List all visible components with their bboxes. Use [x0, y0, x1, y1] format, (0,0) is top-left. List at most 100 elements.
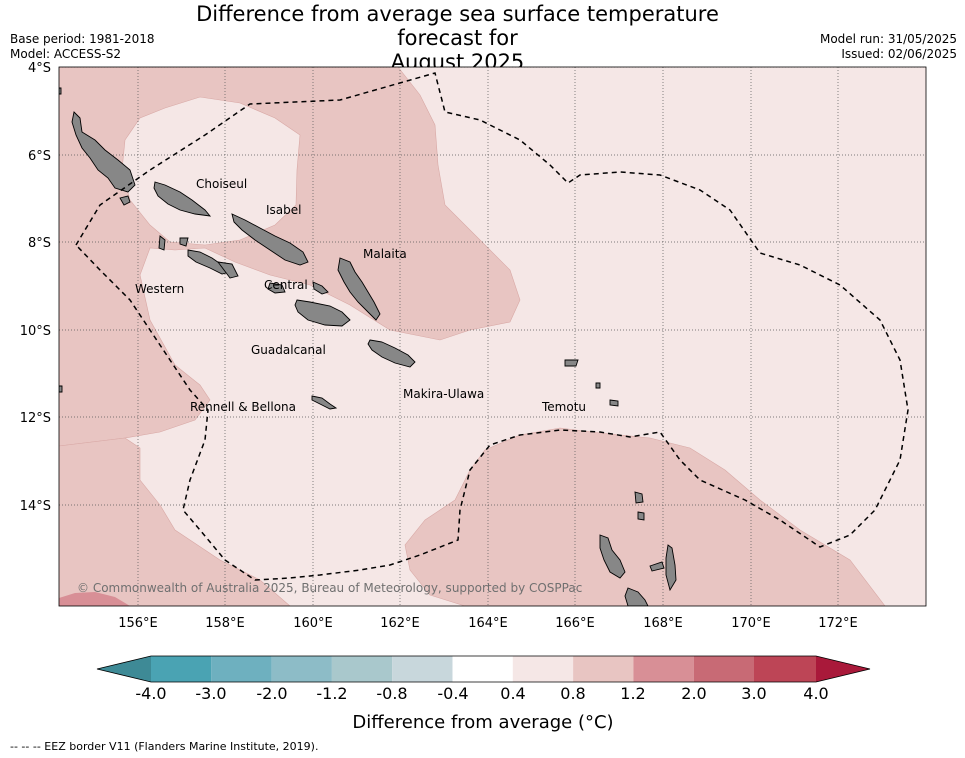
colorbar-tick-label: -0.8 — [376, 684, 407, 703]
island-makira — [367, 339, 416, 368]
island-vanuatu-east — [665, 544, 677, 592]
colorbar-swatch — [693, 656, 754, 682]
label-guadalcanal: Guadalcanal — [251, 343, 326, 357]
colorbar-swatch — [331, 656, 393, 682]
lat-label: 6°S — [28, 149, 51, 164]
map-panel: © Commonwealth of Australia 2025, Bureau… — [59, 67, 926, 606]
colorbar-ticks: -4.0 -3.0 -2.0 -1.2 -0.8 -0.4 0.4 0.8 1.… — [135, 684, 828, 703]
island-isabel — [231, 213, 309, 266]
island-small — [119, 195, 131, 206]
island-small — [179, 237, 189, 247]
colorbar-tick-label: 3.0 — [741, 684, 766, 703]
label-isabel: Isabel — [266, 203, 301, 217]
eez-border — [75, 72, 909, 581]
lon-label: 164°E — [468, 616, 508, 631]
island-temotu-small — [609, 399, 619, 407]
eez-legend: -- -- -- EEZ border V11 (Flanders Marine… — [10, 740, 319, 753]
colorbar-label: Difference from average (°C) — [352, 712, 613, 733]
island-new-georgia — [71, 111, 136, 193]
island-small — [158, 235, 166, 251]
lat-label: 4°S — [28, 61, 51, 76]
island-vanuatu-south — [624, 587, 649, 606]
colorbar-tick-label: 2.0 — [681, 684, 706, 703]
label-temotu: Temotu — [541, 400, 586, 414]
island-small — [216, 261, 239, 279]
label-makira-ulawa: Makira-Ulawa — [403, 387, 484, 401]
lat-axis: 4°S 6°S 8°S 10°S 12°S 14°S — [20, 61, 51, 514]
colorbar-over-triangle — [816, 656, 870, 682]
colorbar-under-triangle — [97, 656, 151, 682]
copyright-text: © Commonwealth of Australia 2025, Bureau… — [77, 581, 582, 595]
island-temotu-small — [595, 382, 601, 389]
island-choiseul — [153, 181, 212, 217]
map-frame — [58, 66, 927, 607]
meta-right: Model run: 31/05/2025 Issued: 02/06/2025 — [820, 32, 957, 62]
island-central — [267, 282, 286, 294]
colorbar-tick-label: -3.0 — [195, 684, 226, 703]
sst-band-12-20 — [59, 592, 130, 606]
lon-label: 166°E — [555, 616, 595, 631]
place-labels: Choiseul Isabel Malaita Western Central … — [135, 177, 586, 414]
lon-label: 162°E — [380, 616, 420, 631]
colorbar-swatch — [452, 656, 513, 682]
issued-date: Issued: 02/06/2025 — [841, 47, 957, 61]
label-malaita: Malaita — [363, 247, 407, 261]
colorbar-swatch — [392, 656, 453, 682]
colorbar-outline — [96, 655, 871, 683]
lon-label: 172°E — [818, 616, 858, 631]
island-vanuatu-small — [649, 561, 665, 572]
island-vanuatu — [599, 534, 626, 579]
island-edge — [59, 385, 63, 393]
base-period: Base period: 1981-2018 — [10, 32, 155, 46]
island-rennell — [311, 395, 338, 410]
colorbar-swatch — [633, 656, 694, 682]
colorbar-tick-label: -2.0 — [256, 684, 287, 703]
sst-band-08-12-southeast — [404, 427, 886, 606]
colorbar-tick-label: 0.4 — [500, 684, 525, 703]
lat-label: 14°S — [20, 499, 51, 514]
sst-band-08-12-southwest — [59, 437, 291, 606]
meta-left: Base period: 1981-2018 Model: ACCESS-S2 — [10, 32, 155, 62]
lon-label: 168°E — [643, 616, 683, 631]
colorbar-tick-label: 1.2 — [620, 684, 645, 703]
island-guadalcanal — [294, 299, 351, 327]
sst-pocket-04-08 — [121, 96, 301, 246]
label-western: Western — [135, 282, 184, 296]
colorbar-tick-label: -4.0 — [135, 684, 166, 703]
colorbar-swatch — [754, 656, 816, 682]
lon-axis: 156°E 158°E 160°E 162°E 164°E 166°E 168°… — [118, 616, 858, 631]
island-vanuatu-small — [637, 511, 645, 521]
colorbar — [96, 655, 871, 683]
colorbar-swatch — [151, 656, 212, 682]
model-name: Model: ACCESS-S2 — [10, 47, 122, 61]
label-rennell-bellona: Rennell & Bellona — [190, 400, 296, 414]
lat-label: 10°S — [20, 324, 51, 339]
model-run: Model run: 31/05/2025 — [819, 32, 957, 46]
colorbar-swatch — [211, 656, 272, 682]
lon-label: 158°E — [205, 616, 245, 631]
colorbar-tick-label: -1.2 — [316, 684, 347, 703]
land-masses — [59, 87, 677, 606]
map-title: Difference from average sea surface temp… — [180, 2, 735, 74]
label-choiseul: Choiseul — [196, 177, 247, 191]
lon-label: 160°E — [293, 616, 333, 631]
lat-label: 8°S — [28, 236, 51, 251]
graticule — [59, 67, 926, 606]
island-edge — [59, 87, 62, 95]
colorbar-swatch — [512, 656, 574, 682]
colorbar-swatch — [573, 656, 634, 682]
island-small — [312, 281, 329, 295]
title-line-1: Difference from average sea surface temp… — [196, 2, 719, 50]
colorbar-tick-label: -0.4 — [437, 684, 468, 703]
island-temotu-small — [564, 359, 579, 367]
colorbar-tick-label: 0.8 — [560, 684, 585, 703]
label-central: Central — [264, 278, 308, 292]
island-vanuatu-small — [634, 491, 644, 504]
colorbar-swatch — [271, 656, 332, 682]
lat-label: 12°S — [20, 411, 51, 426]
island-malaita — [337, 257, 381, 321]
lon-label: 170°E — [731, 616, 771, 631]
colorbar-tick-label: 4.0 — [803, 684, 828, 703]
lon-label: 156°E — [118, 616, 158, 631]
